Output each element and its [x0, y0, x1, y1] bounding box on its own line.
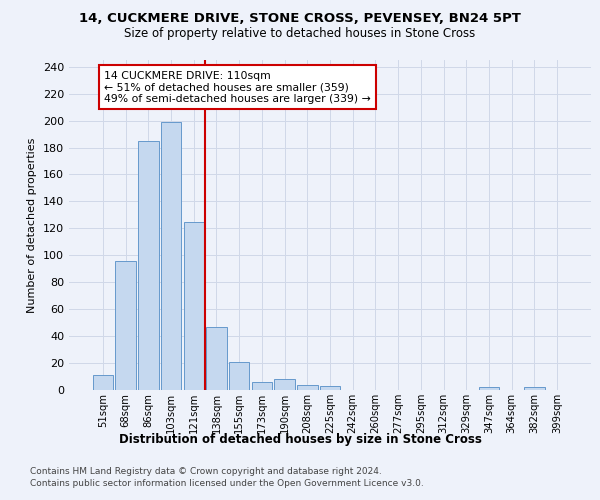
- Bar: [115, 260, 136, 390]
- Bar: [320, 386, 340, 390]
- Bar: [251, 382, 272, 390]
- Y-axis label: Number of detached properties: Number of detached properties: [28, 138, 37, 312]
- Bar: [274, 379, 295, 390]
- Bar: [93, 375, 113, 390]
- Bar: [297, 384, 317, 390]
- Bar: [229, 362, 250, 390]
- Bar: [184, 222, 204, 390]
- Text: Distribution of detached houses by size in Stone Cross: Distribution of detached houses by size …: [119, 432, 481, 446]
- Text: Contains HM Land Registry data © Crown copyright and database right 2024.: Contains HM Land Registry data © Crown c…: [30, 468, 382, 476]
- Bar: [206, 326, 227, 390]
- Text: Size of property relative to detached houses in Stone Cross: Size of property relative to detached ho…: [124, 28, 476, 40]
- Bar: [161, 122, 181, 390]
- Text: 14, CUCKMERE DRIVE, STONE CROSS, PEVENSEY, BN24 5PT: 14, CUCKMERE DRIVE, STONE CROSS, PEVENSE…: [79, 12, 521, 26]
- Text: 14 CUCKMERE DRIVE: 110sqm
← 51% of detached houses are smaller (359)
49% of semi: 14 CUCKMERE DRIVE: 110sqm ← 51% of detac…: [104, 71, 371, 104]
- Bar: [479, 388, 499, 390]
- Bar: [524, 388, 545, 390]
- Bar: [138, 141, 158, 390]
- Text: Contains public sector information licensed under the Open Government Licence v3: Contains public sector information licen…: [30, 479, 424, 488]
